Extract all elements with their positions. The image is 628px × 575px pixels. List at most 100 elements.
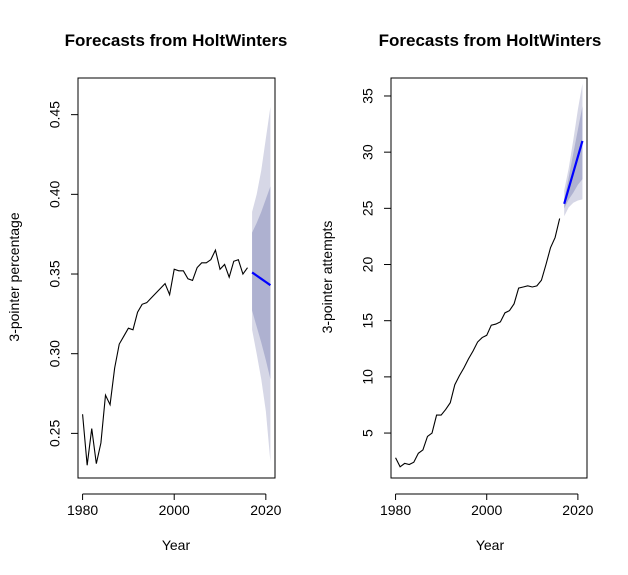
right-forecast-line — [563, 140, 584, 205]
right-observed-point — [553, 236, 556, 239]
right-observed-point — [430, 431, 433, 434]
left-observed-point — [136, 311, 139, 314]
right-observed-point — [421, 448, 424, 451]
right-band-80 — [564, 106, 583, 209]
left-forecast-line — [251, 271, 272, 287]
right-observed-point — [540, 279, 543, 282]
left-observed-point — [186, 277, 189, 280]
right-observed-point — [435, 413, 438, 416]
right-observed-point — [522, 285, 525, 288]
left-observed-point — [246, 266, 249, 269]
left-x-tick-label: 2000 — [159, 502, 190, 518]
left-x-tick-label: 2020 — [250, 502, 281, 518]
right-observed-point — [517, 287, 520, 290]
right-x-tick-label: 2000 — [471, 502, 502, 518]
right-y-tick-label: 15 — [360, 313, 376, 329]
left-observed-point — [209, 258, 212, 261]
left-forecast-point — [269, 284, 272, 287]
right-observed-point — [485, 334, 488, 337]
left-plot-frame — [77, 77, 276, 479]
right-x-tick-label: 2020 — [562, 502, 593, 518]
left-forecast-point — [255, 274, 258, 277]
left-observed-point — [173, 268, 176, 271]
left-observed-point — [154, 292, 157, 295]
right-y-tick-label: 35 — [360, 88, 376, 104]
right-observed-point — [494, 322, 497, 325]
right-y-axis-label: 3-pointer attempts — [319, 221, 335, 334]
right-observed-point — [549, 246, 552, 249]
left-observed-point — [159, 287, 162, 290]
left-y-tick-label: 0.35 — [47, 260, 63, 287]
right-forecast-point — [576, 155, 579, 158]
right-observed-point — [499, 320, 502, 323]
left-observed-point — [81, 413, 84, 416]
left-chart-title: Forecasts from HoltWinters — [65, 31, 288, 50]
right-observed-point — [453, 383, 456, 386]
right-y-tick-label: 25 — [360, 200, 376, 216]
left-forecast-point — [250, 271, 253, 274]
left-observed-point — [95, 462, 98, 465]
left-forecast-point — [264, 280, 267, 283]
right-observed-point — [412, 461, 415, 464]
left-observed-point — [205, 261, 208, 264]
left-observed-point — [237, 258, 240, 261]
left-observed-point — [191, 279, 194, 282]
left-observed-point — [145, 301, 148, 304]
left-y-tick-label: 0.25 — [47, 420, 63, 447]
left-observed-point — [113, 366, 116, 369]
right-x-axis-label: Year — [476, 537, 505, 553]
right-observed-point — [526, 284, 529, 287]
right-y-tick-label: 30 — [360, 144, 376, 160]
right-observed-point — [476, 340, 479, 343]
left-y-tick-label: 0.30 — [47, 340, 63, 367]
left-observed-point — [182, 269, 185, 272]
left-observed-point — [99, 441, 102, 444]
right-observed-point — [508, 309, 511, 312]
right-chart-title: Forecasts from HoltWinters — [379, 31, 602, 50]
right-observed-point — [399, 465, 402, 468]
left-observed-point — [141, 303, 144, 306]
left-forecast-point — [260, 277, 263, 280]
left-observed-point — [177, 269, 180, 272]
right-observed-point — [535, 284, 538, 287]
right-forecast-point — [567, 187, 570, 190]
left-observed-point — [168, 293, 171, 296]
left-y-tick-label: 0.45 — [47, 101, 63, 128]
left-observed-point — [90, 427, 93, 430]
right-x-tick-label: 1980 — [380, 502, 411, 518]
left-observed-point — [228, 276, 231, 279]
left-y-axis-label: 3-pointer percentage — [6, 212, 22, 341]
left-observed-point — [127, 327, 130, 330]
right-observed-point — [426, 435, 429, 438]
right-observed-point — [403, 462, 406, 465]
right-observed-point — [417, 452, 420, 455]
right-observed-point — [481, 336, 484, 339]
right-observed-point — [531, 285, 534, 288]
left-observed-line — [82, 248, 248, 466]
right-forecast-point — [563, 202, 566, 205]
left-observed-point — [163, 282, 166, 285]
right-observed-point — [444, 408, 447, 411]
right-observed-point — [449, 401, 452, 404]
right-observed-line — [395, 218, 561, 468]
right-chart: Forecasts from HoltWinters Year 3-pointe… — [319, 31, 601, 553]
left-observed-point — [200, 261, 203, 264]
left-x-axis-label: Year — [162, 537, 191, 553]
right-observed-point — [408, 463, 411, 466]
right-observed-point — [440, 413, 443, 416]
left-observed-point — [108, 403, 111, 406]
left-observed-point — [196, 266, 199, 269]
left-observed-point — [86, 464, 89, 467]
right-observed-point — [544, 263, 547, 266]
right-observed-point — [490, 324, 493, 327]
left-observed-point — [232, 260, 235, 263]
left-observed-point — [118, 343, 121, 346]
right-forecast-point — [581, 139, 584, 142]
left-observed-point — [214, 249, 217, 252]
left-observed-point — [223, 263, 226, 266]
left-observed-point — [104, 394, 107, 397]
right-forecast-point — [572, 171, 575, 174]
left-x-tick-label: 1980 — [67, 502, 98, 518]
left-y-tick-label: 0.40 — [47, 180, 63, 207]
